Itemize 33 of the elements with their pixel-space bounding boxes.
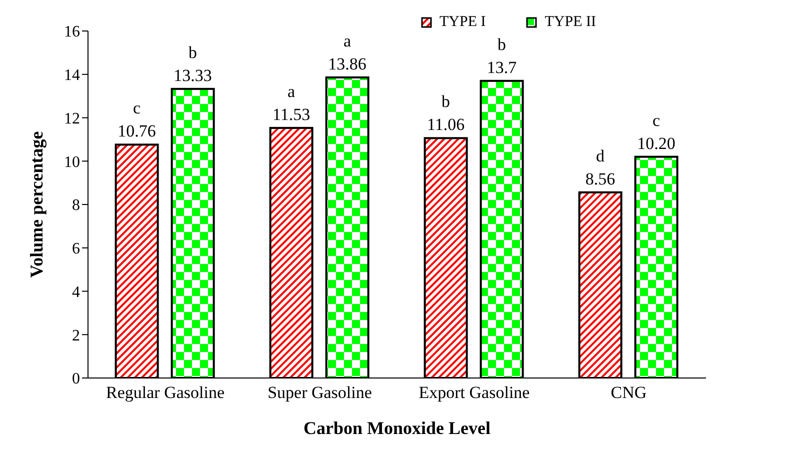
x-tick-label: Super Gasoline xyxy=(268,383,372,402)
legend-label: TYPE I xyxy=(440,14,486,31)
annotation: b xyxy=(188,42,198,62)
x-tick-label: CNG xyxy=(610,383,647,402)
y-tick-label: 4 xyxy=(72,284,80,301)
data-label: 13.7 xyxy=(486,58,518,77)
y-axis-title: Volume percentage xyxy=(26,131,46,278)
annotation: a xyxy=(288,82,296,101)
annotation: b xyxy=(498,34,506,54)
data-label: 11.06 xyxy=(426,115,465,134)
y-tick-label: 8 xyxy=(72,197,80,214)
y-tick-label: 2 xyxy=(72,327,80,344)
annotation: c xyxy=(652,110,661,130)
y-tick-label: 14 xyxy=(64,67,80,84)
y-tick-label: 12 xyxy=(64,110,80,128)
annotation: b xyxy=(442,92,450,112)
x-axis-title: Carbon Monoxide Level xyxy=(304,418,490,438)
data-label: 13.86 xyxy=(328,54,366,74)
x-tick-label: Regular Gasoline xyxy=(106,383,224,402)
y-tick-label: 0 xyxy=(72,370,80,388)
y-tick-label: 10 xyxy=(64,154,80,171)
annotation: a xyxy=(344,31,352,50)
y-tick-label: 6 xyxy=(72,240,80,258)
y-tick-label: 16 xyxy=(64,24,80,41)
x-tick-label: Export Gasoline xyxy=(418,383,530,402)
data-label: 13.33 xyxy=(174,66,212,85)
annotation: d xyxy=(596,146,606,166)
data-label: 11.53 xyxy=(272,104,310,124)
data-label: 10.76 xyxy=(118,122,156,141)
data-label: 10.20 xyxy=(637,134,676,153)
annotation: c xyxy=(133,98,142,118)
data-label: 8.56 xyxy=(585,169,616,188)
legend-label: TYPE II xyxy=(544,14,596,31)
